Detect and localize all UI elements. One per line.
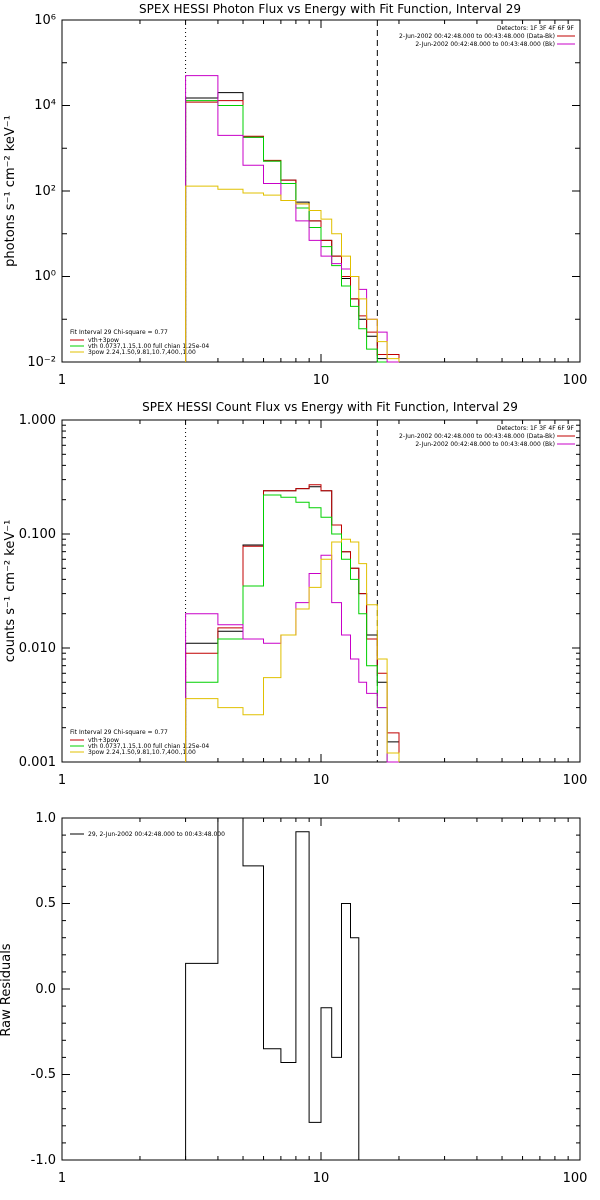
photon-fit-text-0: Fit Interval 29 Chi-square = 0.77 [70,329,168,336]
residuals-y-axis-label: Raw Residuals [0,943,14,1036]
count-ytick-0: 0.001 [19,755,56,770]
photon-flux-panel: SPEX HESSI Photon Flux vs Energy with Fi… [3,2,587,388]
count-xtick-0: 1 [58,773,66,788]
count-xtick-1: 10 [313,773,330,788]
count-xtick-2: 100 [563,773,588,788]
residuals-ytick-0: -1.0 [31,1153,56,1168]
photon-series-thermal [185,100,399,363]
photon-series-marks [61,19,581,363]
photon-ytick-1: 10⁰ [34,269,56,284]
residuals-xtick-0: 1 [58,1171,66,1186]
count-ytick-1: 0.010 [19,641,56,656]
residuals-ytick-3: 0.5 [35,896,56,911]
count-ytick-3: 1.000 [19,413,56,428]
count-interval-bk-text: 2-Jun-2002 00:42:48.000 to 00:43:48.000 … [415,441,555,448]
count-chart-title: SPEX HESSI Count Flux vs Energy with Fit… [142,400,518,414]
residuals-ytick-2: 0.0 [35,982,56,997]
count-y-axis-label: counts s⁻¹ cm⁻² keV⁻¹ [3,520,18,663]
count-fit-text-3: 3pow 2.24,1.50,9.81,10.7,400.,1.00 [88,749,196,756]
photon-ytick-0: 10⁻² [27,355,56,370]
photon-detectors-text: Detectors: 1F 3F 4F 6F 9F [497,25,575,32]
photon-xtick-0: 1 [58,373,66,388]
photon-ytick-4: 10⁶ [34,13,56,28]
residuals-xtick-2: 100 [563,1171,588,1186]
photon-y-axis-label: photons s⁻¹ cm⁻² keV⁻¹ [3,115,18,267]
count-interval-data-text: 2-Jun-2002 00:42:48.000 to 00:43:48.000 … [399,433,555,440]
photon-fit-text-2: vth 0.0737,1.15,1.00 full chian 1.25e-04 [88,343,209,350]
photon-xtick-1: 10 [313,373,330,388]
residuals-series-marks [61,817,581,1161]
count-fit-text-1: vth+3pow [88,737,119,744]
count-detectors-text: Detectors: 1F 3F 4F 6F 9F [497,425,575,432]
photon-xtick-2: 100 [563,373,588,388]
photon-series-total [185,100,400,362]
photon-series-powerlaw [185,185,400,362]
residuals-xtick-1: 10 [313,1171,330,1186]
count-series-thermal [185,494,399,763]
photon-interval-bk-text: 2-Jun-2002 00:42:48.000 to 00:43:48.000 … [415,41,555,48]
residuals-ytick-4: 1.0 [35,811,56,826]
photon-fit-text-3: 3pow 2.24,1.50,9.81,10.7,400.,1.00 [88,349,196,356]
count-series-marks [61,419,581,763]
count-series-powerlaw [185,538,400,762]
photon-ytick-3: 10⁴ [34,98,56,113]
count-fit-text-2: vth 0.0737,1.15,1.00 full chian 1.25e-04 [88,743,209,750]
residuals-ytick-1: -0.5 [31,1067,56,1082]
count-flux-panel: SPEX HESSI Count Flux vs Energy with Fit… [3,400,587,788]
photon-ytick-2: 10² [34,184,56,199]
photon-chart-title: SPEX HESSI Photon Flux vs Energy with Fi… [139,2,521,16]
residuals-series-data [185,817,367,1161]
count-fit-text-0: Fit Interval 29 Chi-square = 0.77 [70,729,168,736]
residuals-legend-text: 29, 2-Jun-2002 00:42:48.000 to 00:43:48.… [88,831,225,838]
photon-fit-text-1: vth+3pow [88,337,119,344]
count-series-nonthermal [185,554,399,763]
photon-interval-data-text: 2-Jun-2002 00:42:48.000 to 00:43:48.000 … [399,33,555,40]
count-ytick-2: 0.100 [19,527,56,542]
residuals-panel: Raw Residuals -1.0 -0.5 0.0 0.5 1.0 1 10… [0,811,587,1186]
count-plot-frame [61,419,581,763]
photon-plot-frame [61,19,581,363]
